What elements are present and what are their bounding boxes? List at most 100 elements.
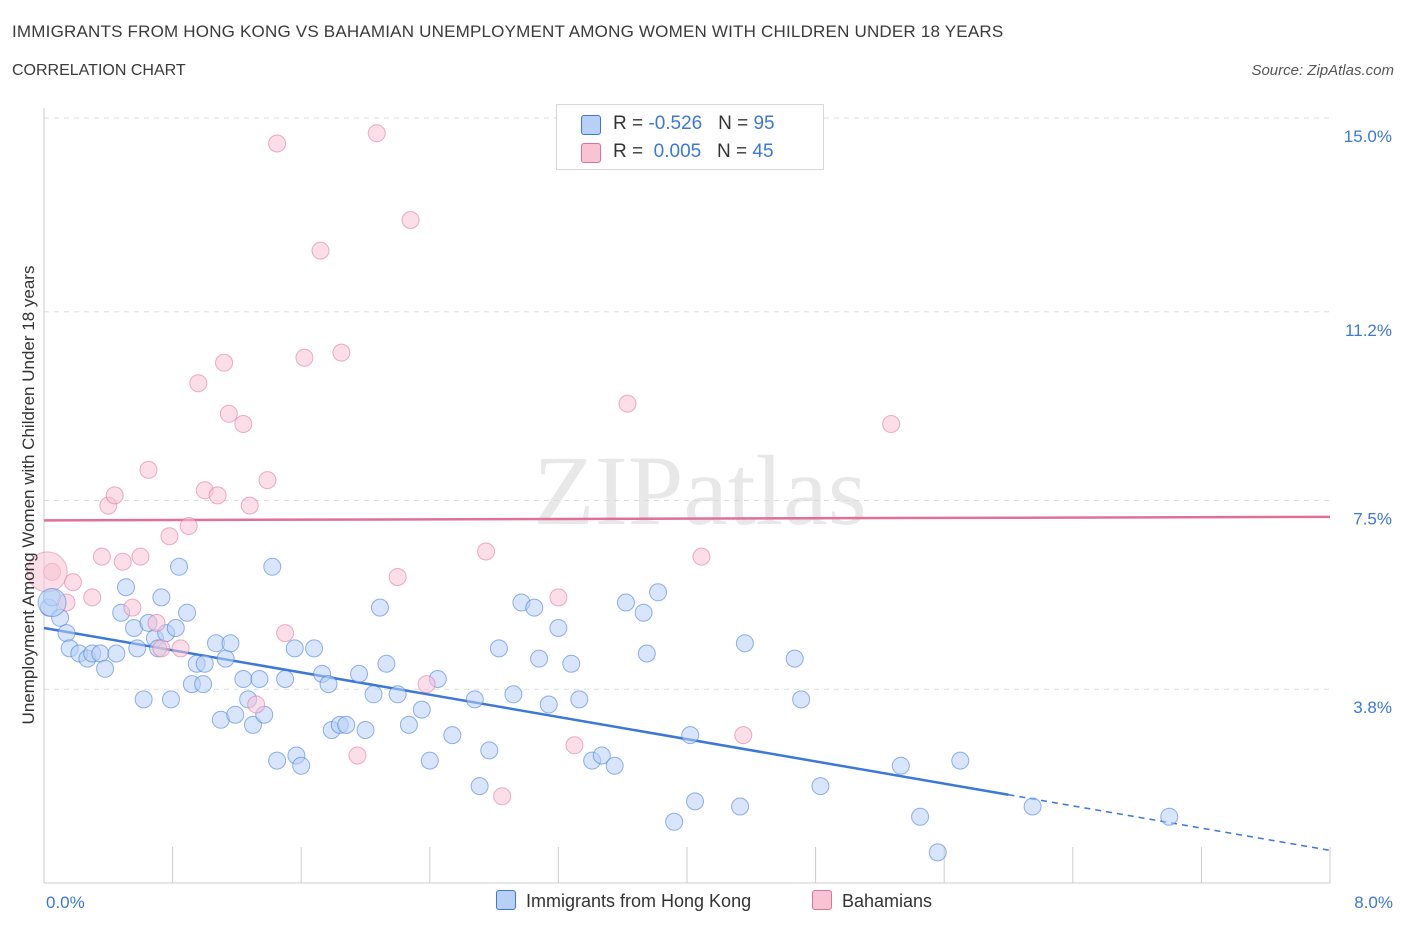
hong-kong-point xyxy=(420,751,439,770)
series-legend-hong-kong: Immigrants from Hong Kong xyxy=(496,890,751,912)
bahamian-point xyxy=(348,746,367,765)
hong-kong-point xyxy=(337,715,356,734)
source-credit: Source: ZipAtlas.com xyxy=(1251,62,1394,79)
bahamian-point xyxy=(268,134,287,153)
bahamian-point xyxy=(493,787,512,806)
gridlines xyxy=(44,117,1330,690)
y-axis-label: Unemployment Among Women with Children U… xyxy=(19,266,38,725)
hong-kong-point xyxy=(388,685,407,704)
hong-kong-point xyxy=(161,690,180,709)
bahamian-point xyxy=(189,374,208,393)
hong-kong-point xyxy=(194,675,213,694)
hong-kong-point xyxy=(811,777,830,796)
r-value: 0.005 xyxy=(648,141,702,162)
hong-kong-point xyxy=(951,751,970,770)
bahamian-point xyxy=(618,394,637,413)
bahamian-point xyxy=(692,547,711,566)
hong-kong-point xyxy=(170,557,189,576)
legend-row-hong-kong: R = -0.526 N = 95 xyxy=(581,113,775,137)
bahamian-point xyxy=(179,517,198,535)
series-name: Immigrants from Hong Kong xyxy=(526,891,752,911)
bahamian-point xyxy=(417,675,436,694)
hong-kong-point xyxy=(221,634,240,653)
hong-kong-point xyxy=(195,654,214,673)
bahamian-point xyxy=(92,547,111,566)
x-tick-label: 0.0% xyxy=(46,893,85,912)
hong-kong-point xyxy=(305,639,324,658)
hong-kong-point xyxy=(166,619,185,637)
hong-kong-point xyxy=(370,598,389,617)
hong-kong-point xyxy=(686,792,705,811)
hong-kong-point xyxy=(530,649,549,668)
bahamian-point xyxy=(83,588,102,607)
bahamian-point xyxy=(160,527,179,546)
bahamian-point xyxy=(152,639,171,658)
y-tick-label: 11.2% xyxy=(1345,321,1392,340)
hong-kong-point xyxy=(57,624,76,643)
bahamian-point xyxy=(295,348,314,367)
hong-kong-point xyxy=(731,797,750,816)
hong-kong-point xyxy=(1160,807,1179,826)
y-tick-label: 15.0% xyxy=(1344,127,1392,146)
hong-kong-point xyxy=(96,659,115,678)
hong-kong-point xyxy=(634,603,653,622)
tick-labels: 3.8% 7.5% 11.2% 15.0% 0.0% 8.0% xyxy=(46,127,1393,912)
hong-kong-point xyxy=(605,756,624,775)
bahamian-point xyxy=(139,460,158,479)
data-points xyxy=(26,124,1179,862)
hong-kong-point xyxy=(134,690,153,709)
hong-kong-point xyxy=(504,685,523,704)
hong-kong-point xyxy=(91,644,110,663)
hong-kong-point xyxy=(470,777,489,796)
hong-kong-point xyxy=(263,557,282,576)
hong-kong-point xyxy=(735,634,754,653)
bahamian-point xyxy=(131,547,150,566)
r-label: R = xyxy=(613,141,649,162)
bahamian-point xyxy=(208,486,227,505)
hong-kong-point xyxy=(911,807,930,826)
hong-kong-point xyxy=(350,664,369,683)
hong-kong-point xyxy=(216,649,235,668)
bahamian-point xyxy=(105,486,124,505)
hong-kong-point xyxy=(234,670,253,688)
bahamian-point xyxy=(219,404,238,423)
y-tick-label: 7.5% xyxy=(1353,510,1392,529)
bahamian-point xyxy=(240,496,259,515)
hong-kong-point xyxy=(665,812,684,831)
bahamian-point xyxy=(549,588,568,607)
hong-kong-point xyxy=(592,746,611,765)
hong-kong-point xyxy=(637,644,656,663)
bahamian-point xyxy=(734,726,753,745)
correlation-legend: R = -0.526 N = 95 R = 0.005 N = 45 xyxy=(556,104,824,170)
x-tick-label: 8.0% xyxy=(1354,893,1393,912)
hong-kong-point xyxy=(616,593,635,612)
legend-row-bahamians: R = 0.005 N = 45 xyxy=(581,141,774,165)
chart-subtitle: CORRELATION CHART xyxy=(12,62,186,79)
n-value: 95 xyxy=(753,113,775,134)
n-value: 45 xyxy=(752,141,774,162)
watermark: ZIPatlas xyxy=(533,435,866,546)
n-label: N = xyxy=(718,113,754,134)
bahamian-point xyxy=(113,552,132,571)
hong-kong-point xyxy=(549,619,568,637)
series-swatch-blue xyxy=(496,890,516,910)
hong-kong-point xyxy=(681,726,700,745)
hong-kong-point xyxy=(128,639,147,658)
hong-kong-point xyxy=(243,715,262,734)
series-name: Bahamians xyxy=(842,891,933,911)
r-label: R = xyxy=(613,113,649,134)
bahamian-point xyxy=(276,624,295,643)
hong-kong-point xyxy=(412,700,431,719)
bahamian-point xyxy=(234,415,253,433)
hong-kong-point xyxy=(364,685,383,704)
y-tick-label: 3.8% xyxy=(1353,698,1392,717)
bahamian-point xyxy=(311,241,330,260)
bahamian-point xyxy=(147,613,166,632)
bahamian-point xyxy=(882,415,901,433)
hong-kong-trend-line xyxy=(43,626,1009,797)
hong-kong-point xyxy=(292,756,311,775)
n-label: N = xyxy=(717,141,753,162)
bahamian-point xyxy=(477,542,496,561)
hong-kong-point xyxy=(178,603,197,622)
